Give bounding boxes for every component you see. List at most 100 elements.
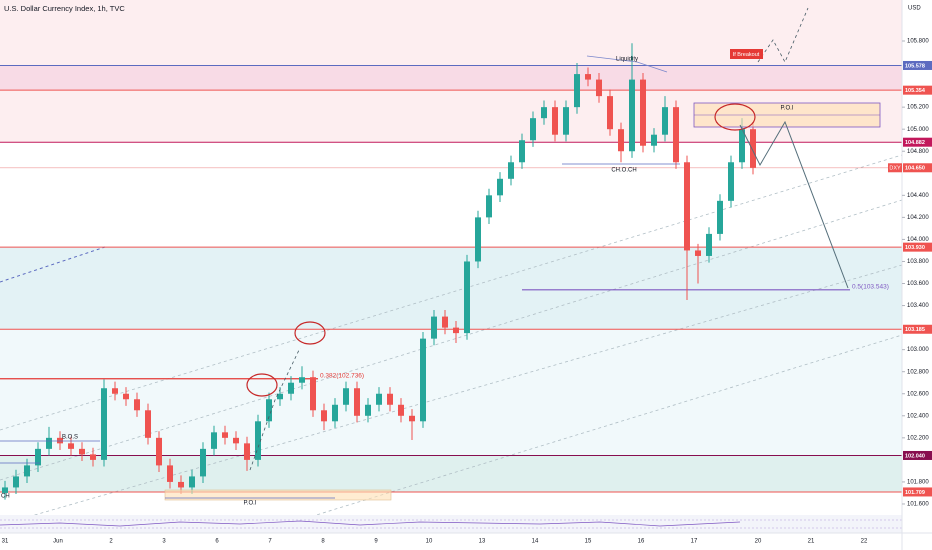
candle-body	[68, 443, 74, 449]
y-tick-label: 102.400	[907, 413, 929, 419]
currency: USD	[908, 6, 921, 12]
candle-body	[332, 404, 338, 422]
candle-body	[497, 178, 503, 196]
x-tick-label: 13	[479, 539, 486, 545]
candles	[2, 43, 756, 500]
candle-body	[442, 316, 448, 328]
liquidity-line	[586, 55, 668, 73]
candle-body	[552, 107, 558, 135]
candle-body	[354, 388, 360, 416]
candle-body	[321, 410, 327, 422]
candle-body	[750, 129, 756, 168]
candle-body	[541, 107, 547, 119]
annotation: P.O.I	[781, 106, 794, 112]
candle-body	[574, 74, 580, 108]
annotation: Liquidity	[616, 57, 638, 63]
y-tick-label: 102.800	[907, 369, 929, 375]
candle-body	[596, 79, 602, 97]
candle-body	[530, 118, 536, 141]
candle-body	[211, 432, 217, 449]
candle-body	[464, 261, 470, 334]
candle-body	[387, 393, 393, 405]
y-tick-label: 104.200	[907, 215, 929, 221]
level-label-bg	[903, 163, 932, 173]
candle-body	[145, 410, 151, 438]
x-tick-label: Jun	[53, 539, 63, 545]
level-label: 101.709	[905, 490, 925, 496]
y-tick-label: 103.400	[907, 303, 929, 309]
price-axis	[902, 0, 932, 550]
trend-line	[0, 246, 106, 283]
annotation: B.O.S	[62, 435, 78, 441]
x-tick-label: 31	[2, 539, 9, 545]
x-tick-label: 8	[321, 539, 325, 545]
y-tick-label: 103.600	[907, 281, 929, 287]
axes: 105.800 105.200 105.000 104.800 104.400 104.2…	[2, 39, 932, 545]
candle-body	[13, 476, 19, 488]
annotation: CH.O.CH	[611, 168, 636, 174]
x-tick-label: 14	[532, 539, 539, 545]
annotation: If Breakout	[733, 52, 760, 58]
breakout-projection	[757, 7, 809, 63]
level-label-bg	[903, 137, 932, 147]
candle-body	[673, 107, 679, 163]
projection	[249, 347, 301, 471]
level-label-bg	[903, 487, 932, 497]
annotation: P.O.I	[244, 501, 257, 507]
candle-body	[167, 465, 173, 482]
y-tick-label: 105.800	[907, 39, 929, 45]
candle-body	[629, 79, 635, 152]
level-label-bg	[903, 450, 932, 460]
candle-body	[563, 107, 569, 135]
y-tick-label: 104.400	[907, 193, 929, 199]
candle-body	[156, 437, 162, 466]
candle-body	[222, 432, 228, 438]
candle-body	[651, 134, 657, 146]
x-tick-label: 21	[808, 539, 815, 545]
time-axis	[0, 533, 932, 550]
fib-label: 0.5(103.543)	[852, 284, 889, 291]
candle-body	[585, 74, 591, 80]
x-tick-label: 15	[585, 539, 592, 545]
candle-body	[728, 162, 734, 201]
candle-body	[486, 195, 492, 218]
x-tick-label: 22	[861, 539, 868, 545]
label-box	[730, 49, 763, 59]
candle-body	[178, 481, 184, 488]
candle-body	[46, 437, 52, 449]
candle-body	[57, 437, 63, 444]
candle-body	[35, 448, 41, 466]
y-tick-label: 101.800	[907, 480, 929, 486]
y-tick-label: 104.800	[907, 149, 929, 155]
candle-body	[717, 200, 723, 234]
y-tick-label: 105.200	[907, 105, 929, 111]
y-tick-label: 101.600	[907, 502, 929, 508]
candle-body	[101, 388, 107, 460]
ellipse	[246, 373, 278, 397]
candle-body	[79, 448, 85, 455]
x-tick-label: 17	[691, 539, 698, 545]
level-label: 105.578	[905, 63, 925, 69]
candle-body	[376, 393, 382, 405]
channel-line	[0, 154, 903, 431]
candle-body	[189, 476, 195, 488]
candle-body	[134, 399, 140, 411]
candle-body	[24, 465, 30, 477]
candle-body	[618, 129, 624, 152]
channel-line	[299, 334, 903, 521]
y-tick-label: 103.000	[907, 347, 929, 353]
annotation: CH	[1, 494, 10, 500]
oscillator-pane	[0, 515, 902, 533]
level-label-bg	[903, 60, 932, 70]
x-tick-label: 6	[215, 539, 219, 545]
candle-body	[2, 487, 8, 493]
x-tick-label: 3	[162, 539, 166, 545]
candle-body	[475, 217, 481, 262]
level-label: 103.185	[905, 327, 925, 333]
level-label-bg	[903, 85, 932, 95]
level-label: 104.650	[905, 166, 925, 172]
zone	[0, 329, 902, 456]
x-tick-label: 9	[374, 539, 378, 545]
x-tick-label: 16	[638, 539, 645, 545]
